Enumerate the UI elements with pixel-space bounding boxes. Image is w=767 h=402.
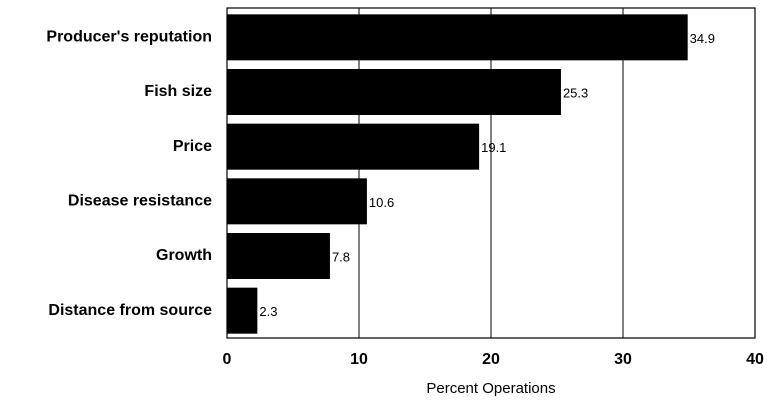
bar: [227, 123, 480, 170]
bar: [227, 178, 367, 225]
y-tick-label: Producer's reputation: [46, 29, 212, 46]
data-label: 25.3: [563, 85, 588, 100]
data-label: 2.3: [259, 304, 277, 319]
x-tick-label: 20: [482, 351, 500, 368]
x-tick-label: 40: [746, 351, 764, 368]
x-tick-label: 0: [223, 351, 232, 368]
y-tick-label: Disease resistance: [68, 193, 212, 210]
data-label: 7.8: [332, 249, 350, 264]
data-label: 10.6: [369, 195, 394, 210]
x-axis-title: Percent Operations: [426, 380, 555, 397]
y-tick-label: Growth: [156, 247, 212, 264]
data-label: 19.1: [481, 140, 506, 155]
data-label: 34.9: [690, 31, 715, 46]
x-tick-label: 10: [350, 351, 368, 368]
y-tick-label: Price: [173, 138, 212, 155]
x-tick-label: 30: [614, 351, 632, 368]
y-tick-label: Distance from source: [48, 302, 212, 319]
plot-frame: [226, 7, 756, 339]
y-tick-label: Fish size: [144, 83, 212, 100]
bar: [227, 233, 330, 279]
bar: [227, 287, 258, 334]
bar: [227, 14, 688, 61]
bar: [227, 69, 561, 115]
